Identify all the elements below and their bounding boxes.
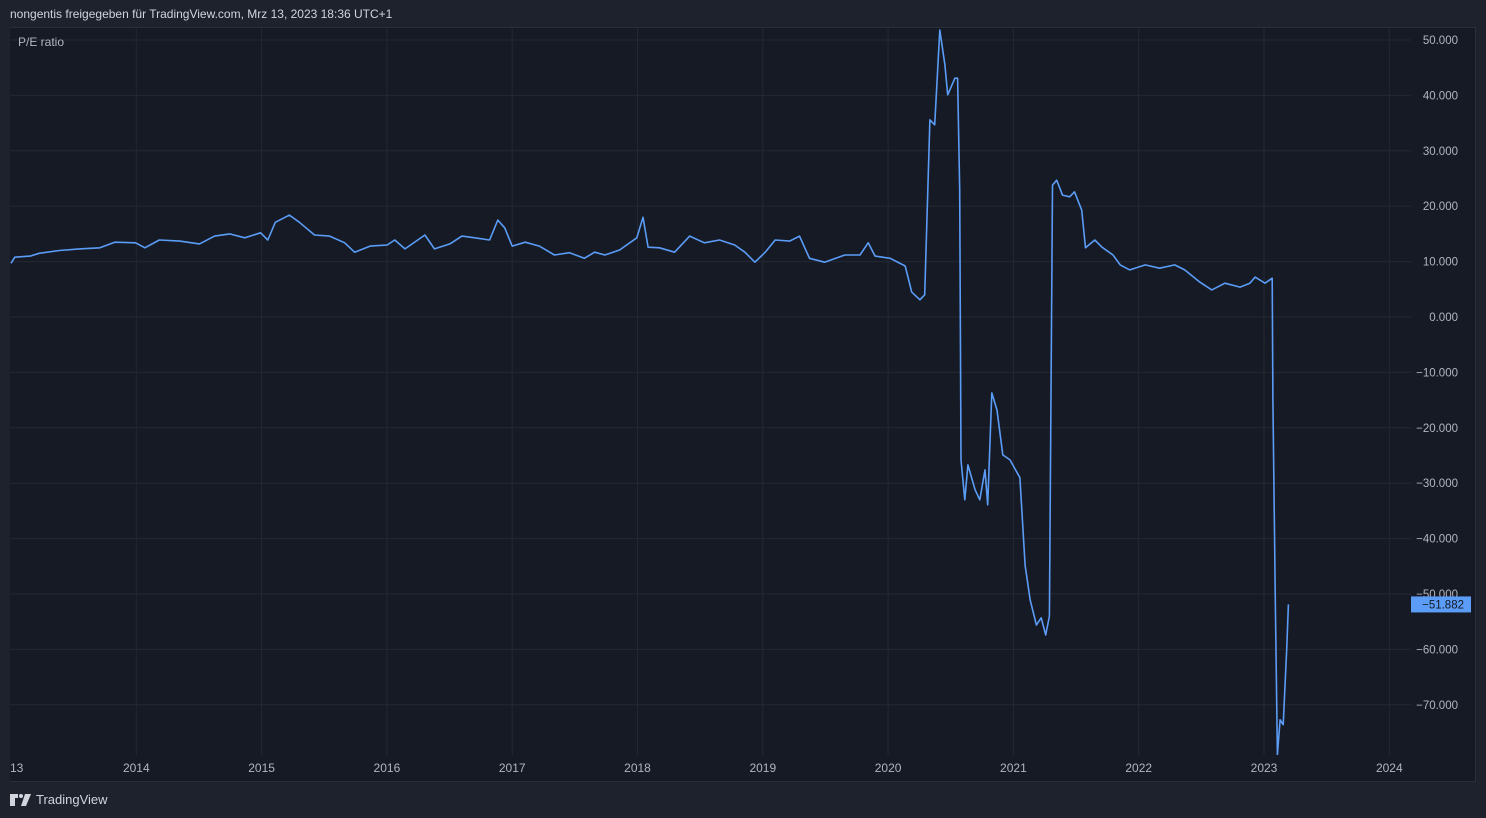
series-title: P/E ratio xyxy=(18,35,65,49)
chart-panel[interactable] xyxy=(10,27,1476,782)
x-tick-label: 2021 xyxy=(1000,761,1027,775)
y-tick-label: 40.000 xyxy=(1423,90,1458,102)
y-tick-label: 10.000 xyxy=(1423,257,1458,269)
x-tick-label: 2019 xyxy=(749,761,776,775)
y-tick-label: 30.000 xyxy=(1423,146,1458,158)
y-tick-label: 0.000 xyxy=(1429,312,1458,324)
y-tick-label: −10.000 xyxy=(1416,367,1458,379)
x-tick-label: 2023 xyxy=(1251,761,1278,775)
share-header: nongentis freigegeben für TradingView.co… xyxy=(10,7,393,21)
y-tick-label: 20.000 xyxy=(1423,201,1458,213)
last-value-label: −51.882 xyxy=(1422,599,1464,611)
x-tick-label: 2024 xyxy=(1376,761,1403,775)
y-tick-label: −70.000 xyxy=(1416,700,1458,712)
pe-ratio-line xyxy=(10,29,1290,755)
x-tick-label: 2018 xyxy=(624,761,651,775)
x-tick-label: 2014 xyxy=(123,761,150,775)
last-value-badge xyxy=(1411,596,1471,613)
x-tick-label: 2015 xyxy=(248,761,275,775)
y-tick-label: −60.000 xyxy=(1416,644,1458,656)
y-tick-label: −20.000 xyxy=(1416,423,1458,435)
x-tick-label: 2020 xyxy=(875,761,902,775)
tradingview-brand: TradingView xyxy=(36,792,108,807)
x-tick-label: 2016 xyxy=(374,761,401,775)
y-tick-label: −30.000 xyxy=(1416,478,1458,490)
y-tick-label: 50.000 xyxy=(1423,35,1458,47)
tradingview-logo-icon xyxy=(10,793,31,806)
tradingview-footer[interactable]: TradingView xyxy=(10,792,108,807)
x-tick-label: 2017 xyxy=(499,761,526,775)
x-tick-label: 2022 xyxy=(1125,761,1152,775)
x-tick-label: 13 xyxy=(10,761,24,775)
y-tick-label: −40.000 xyxy=(1416,534,1458,546)
